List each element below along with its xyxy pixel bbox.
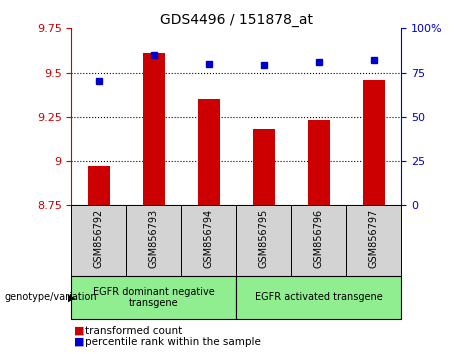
Bar — [291, 205, 346, 276]
Text: ■: ■ — [74, 337, 84, 347]
Text: ▶: ▶ — [68, 292, 75, 302]
Bar — [88, 166, 110, 205]
Bar — [346, 205, 401, 276]
Text: EGFR dominant negative
transgene: EGFR dominant negative transgene — [93, 286, 215, 308]
Text: genotype/variation: genotype/variation — [5, 292, 97, 302]
Bar — [71, 276, 236, 319]
Text: GSM856797: GSM856797 — [369, 209, 378, 268]
Text: percentile rank within the sample: percentile rank within the sample — [85, 337, 261, 347]
Text: GSM856794: GSM856794 — [204, 209, 214, 268]
Bar — [307, 120, 330, 205]
Bar — [143, 53, 165, 205]
Bar — [253, 129, 275, 205]
Bar — [181, 205, 236, 276]
Bar — [198, 99, 220, 205]
Bar — [126, 205, 181, 276]
Text: GSM856792: GSM856792 — [94, 209, 104, 268]
Text: GSM856793: GSM856793 — [149, 209, 159, 268]
Bar — [236, 276, 401, 319]
Bar — [71, 205, 126, 276]
Text: EGFR activated transgene: EGFR activated transgene — [255, 292, 383, 302]
Bar — [363, 80, 384, 205]
Text: GSM856796: GSM856796 — [313, 209, 324, 268]
Text: ■: ■ — [74, 326, 84, 336]
Text: GSM856795: GSM856795 — [259, 209, 269, 268]
Bar — [236, 205, 291, 276]
Text: transformed count: transformed count — [85, 326, 183, 336]
Title: GDS4496 / 151878_at: GDS4496 / 151878_at — [160, 13, 313, 27]
